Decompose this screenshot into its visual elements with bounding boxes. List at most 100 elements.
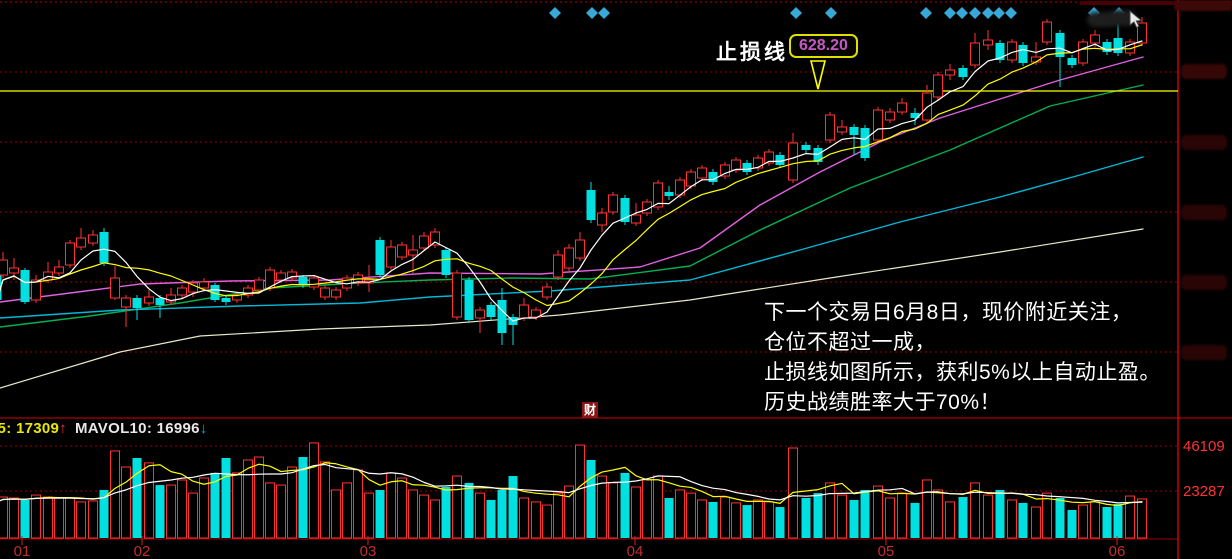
volume-bar-up: [199, 477, 209, 539]
volume-bar-down: [486, 499, 496, 538]
candlestick-up: [1042, 21, 1052, 43]
volume-bar-down: [860, 489, 870, 538]
volume-bar-down: [298, 457, 308, 538]
candlestick-up: [1078, 41, 1088, 64]
candlestick-up: [837, 126, 847, 133]
volume-bar-down: [1018, 502, 1028, 538]
volume-bar-down: [375, 489, 385, 538]
volume-bar-down: [497, 489, 507, 538]
ma-line-MA30: [0, 84, 1144, 328]
candlestick-down: [20, 270, 30, 302]
signal-diamond-icon: [944, 7, 956, 19]
volume-bar-down: [958, 497, 968, 538]
ma-line-MA5: [0, 40, 1143, 322]
volume-bar-up: [897, 492, 907, 539]
candlestick-down: [958, 68, 968, 77]
volume-bar-down: [775, 507, 785, 538]
candlestick-down: [813, 148, 823, 162]
candlestick-up: [54, 266, 64, 274]
candlestick-up: [575, 239, 585, 259]
volume-axis-label: 23287: [1183, 483, 1225, 500]
candlestick-up: [397, 244, 407, 258]
censored-price-label: [1181, 64, 1227, 79]
candlestick-up: [65, 242, 75, 266]
up-arrow-icon: ↑: [59, 420, 67, 437]
candlestick-up: [408, 249, 418, 256]
candlestick-up: [697, 167, 707, 179]
candlestick-up: [0, 259, 8, 276]
down-arrow-icon: ↓: [199, 420, 208, 437]
candlestick-up: [945, 69, 955, 76]
volume-bar-up: [653, 475, 663, 539]
volume-bar-up: [575, 444, 585, 539]
candlestick-down: [464, 280, 474, 320]
volume-bar-up: [31, 494, 41, 539]
x-axis-month-label: 06: [1108, 543, 1126, 559]
signal-diamond-icon: [982, 7, 994, 19]
candlestick-up: [121, 297, 131, 308]
signal-diamond-icon: [586, 7, 598, 19]
candlestick-up: [430, 231, 440, 246]
candlestick-up: [88, 234, 98, 244]
candlestick-up: [1090, 34, 1100, 44]
candlestick-up: [553, 254, 563, 278]
volume-bar-down: [620, 472, 630, 538]
censored-price-label: [1181, 205, 1227, 220]
volume-bar-up: [408, 489, 418, 539]
candlestick-up: [177, 287, 187, 296]
candlestick-down: [99, 232, 109, 263]
volume-ma-readout: MAVOL5: 17309↑ MAVOL10: 16996↓: [0, 420, 208, 437]
candlestick-up: [1137, 22, 1147, 44]
x-axis-month-label: 02: [133, 543, 151, 559]
x-axis-month-label: 04: [626, 543, 644, 559]
volume-bar-up: [188, 492, 198, 539]
volume-bar-up: [43, 496, 53, 539]
annotation-line: 下一个交易日6月8日，现价附近关注，: [764, 301, 1133, 324]
watermark-badge: 财: [582, 402, 598, 418]
volume-bar-down: [1113, 503, 1123, 538]
candlestick-up: [653, 182, 663, 208]
censored-corner-label: [1174, 0, 1232, 11]
candlestick-up: [254, 279, 264, 291]
volume-bar-down: [155, 485, 165, 538]
candlestick-up: [542, 286, 552, 298]
signal-diamond-icon: [956, 7, 968, 19]
volume-bar-up: [970, 482, 980, 539]
volume-bar-up: [0, 496, 8, 539]
volume-bar-up: [720, 496, 730, 539]
annotation-line: 仓位不超过一成，: [764, 331, 936, 354]
volume-bar-up: [825, 482, 835, 539]
volume-bar-up: [475, 492, 485, 539]
mavol5-value: MAVOL5: 17309: [0, 420, 60, 437]
volume-bar-up: [564, 485, 574, 539]
candlestick-down: [210, 285, 220, 300]
volume-bar-up: [54, 497, 64, 539]
volume-bar-up: [731, 502, 741, 539]
signal-diamond-icon: [920, 7, 932, 19]
volume-bar-down: [995, 489, 1005, 538]
volume-bar-down: [99, 489, 109, 538]
volume-bar-down: [586, 459, 596, 538]
candlestick-down: [620, 198, 630, 222]
candlestick-down: [441, 250, 451, 275]
candlestick-up: [110, 277, 120, 299]
volume-bar-up: [1137, 498, 1147, 539]
volume-bar-up: [243, 459, 253, 539]
candlestick-up: [897, 102, 907, 113]
volume-bar-down: [20, 499, 30, 538]
candlestick-down: [1113, 38, 1123, 53]
candlestick-down: [775, 155, 785, 165]
volume-bar-up: [177, 479, 187, 539]
candlestick-up: [519, 304, 529, 319]
volume-bar-up: [65, 497, 75, 539]
candlestick-up: [597, 212, 607, 226]
candlestick-up: [276, 272, 286, 281]
volume-bar-up: [631, 486, 641, 539]
candlestick-down: [1067, 58, 1077, 65]
volume-bar-down: [742, 505, 752, 538]
volume-bar-up: [686, 492, 696, 539]
candlestick-up: [320, 287, 330, 298]
candlestick-up: [825, 114, 835, 141]
trade-plan-annotation: 下一个交易日6月8日，现价附近关注， 仓位不超过一成， 止损线如图所示，获利5%…: [764, 298, 1161, 418]
